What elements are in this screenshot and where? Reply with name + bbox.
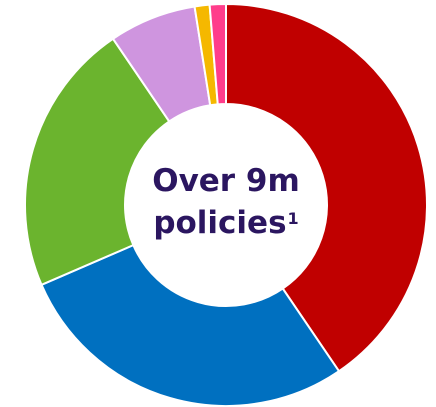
donut-slices — [24, 2, 428, 407]
center-label: Over 9m policies1 — [131, 160, 321, 244]
donut-slice-1 — [225, 2, 428, 373]
donut-slice-6 — [208, 2, 227, 106]
center-label-footnote: 1 — [287, 209, 299, 228]
center-label-line1: Over 9m — [152, 163, 300, 199]
center-label-line2-wrapper: policies1 — [131, 202, 321, 244]
donut-slice-3 — [24, 37, 171, 287]
donut-slice-2 — [40, 243, 341, 407]
center-label-line2: policies — [153, 205, 287, 241]
